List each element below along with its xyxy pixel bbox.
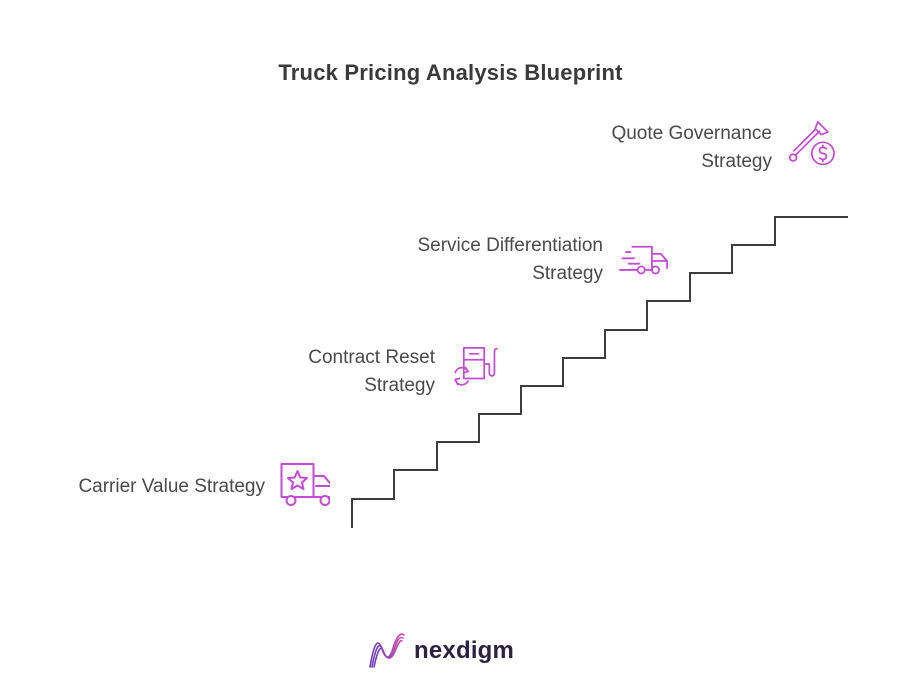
step-label-line2: Strategy bbox=[701, 151, 772, 172]
fuel-pump-refresh-icon bbox=[454, 347, 498, 386]
step-label-line1: Carrier Value Strategy bbox=[78, 476, 265, 497]
step-label-service-differentiation: Service Differentiation Strategy bbox=[330, 232, 603, 288]
step-label-line1: Service Differentiation bbox=[417, 235, 603, 256]
step-label-line1: Contract Reset bbox=[308, 347, 435, 368]
step-label-line2: Strategy bbox=[364, 375, 435, 396]
step-label-quote-governance: Quote Governance Strategy bbox=[520, 120, 772, 176]
step-label-line2: Strategy bbox=[532, 263, 603, 284]
page-title: Truck Pricing Analysis Blueprint bbox=[278, 60, 623, 85]
brand-name: nexdigm bbox=[414, 637, 515, 664]
step-label-carrier-value: Carrier Value Strategy bbox=[20, 473, 265, 501]
truck-star-icon bbox=[280, 463, 330, 506]
nexdigm-wave-icon bbox=[369, 633, 405, 668]
step-label-contract-reset: Contract Reset Strategy bbox=[200, 344, 435, 400]
brand-logo: nexdigm bbox=[368, 633, 514, 669]
fast-truck-icon bbox=[618, 245, 668, 275]
gavel-dollar-icon bbox=[788, 121, 835, 166]
step-label-line1: Quote Governance bbox=[611, 123, 772, 144]
